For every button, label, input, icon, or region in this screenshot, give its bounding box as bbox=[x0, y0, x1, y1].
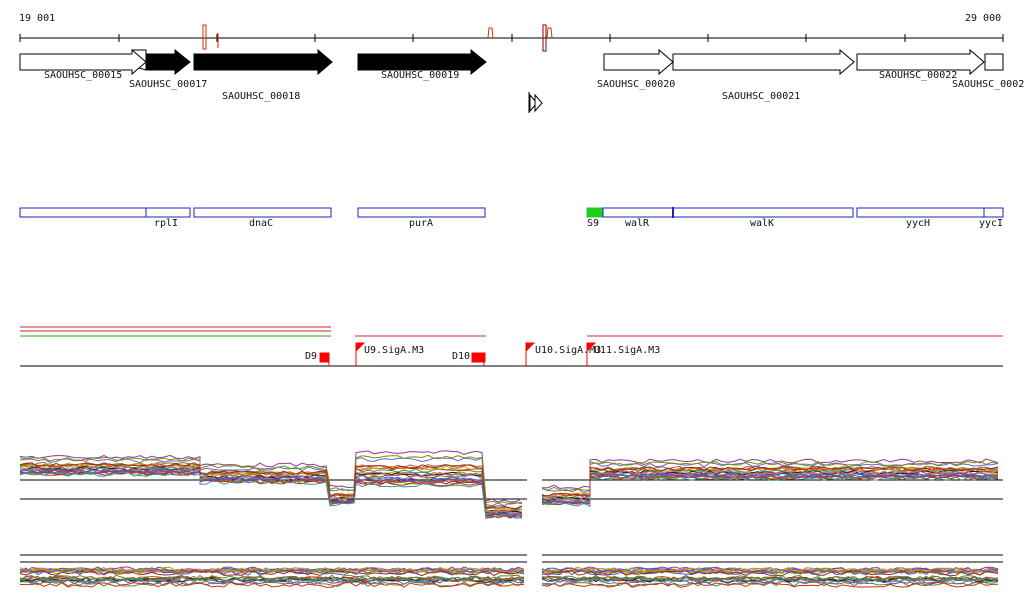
expression-profile-line bbox=[19, 457, 523, 507]
gene-SAOUHSC_00023 bbox=[984, 53, 1004, 71]
expression-profile-line bbox=[19, 469, 523, 517]
expression-profile-line bbox=[19, 574, 525, 581]
expression-profile-line bbox=[541, 460, 999, 492]
expression-profile-line bbox=[19, 450, 523, 503]
expression-profile-line bbox=[541, 473, 999, 505]
feature-box-left bbox=[19, 207, 191, 218]
promoter-label-D10[interactable]: D10 bbox=[452, 351, 471, 362]
expression-profile-line bbox=[541, 458, 999, 490]
feature-label-purA[interactable]: purA bbox=[409, 218, 434, 229]
gene-label-SAOUHSC_00017[interactable]: SAOUHSC_00017 bbox=[129, 79, 208, 90]
gene-label-SAOUHSC_00015[interactable]: SAOUHSC_00015 bbox=[44, 70, 123, 81]
expression-profile-line bbox=[19, 466, 523, 514]
feature-box-walK bbox=[672, 207, 854, 218]
expression-profile-line bbox=[541, 574, 999, 581]
promoter-flag-D10 bbox=[471, 352, 486, 363]
expression-profile-line bbox=[541, 470, 999, 501]
expression-profile-line bbox=[19, 466, 523, 514]
expression-profile-line bbox=[541, 578, 999, 586]
expression-profile-line bbox=[19, 470, 523, 519]
gene-label-SAOUHSC_00021[interactable]: SAOUHSC_00021 bbox=[722, 91, 801, 102]
feature-track[interactable] bbox=[19, 207, 1004, 218]
promoter-flag-U9 bbox=[355, 342, 366, 353]
promoter-label-U10[interactable]: U10.SigA.M3 bbox=[535, 345, 602, 356]
direction-marker-icon bbox=[528, 92, 543, 113]
expression-panel-upper bbox=[19, 450, 1003, 519]
expression-profile-line bbox=[541, 466, 999, 497]
transcript-track[interactable] bbox=[20, 326, 1003, 367]
expression-profile-line bbox=[19, 580, 525, 587]
coordinate-start: 19 001 bbox=[19, 13, 56, 24]
promoter-label-U9[interactable]: U9.SigA.M3 bbox=[364, 345, 425, 356]
feature-box-purA bbox=[357, 207, 486, 218]
expression-profile-line bbox=[541, 570, 999, 577]
ruler-signal-marks bbox=[202, 24, 553, 52]
gene-SAOUHSC_00018 bbox=[193, 48, 333, 76]
expression-profile-line bbox=[541, 576, 999, 583]
expression-profile-line bbox=[19, 462, 523, 511]
feature-label-dnaC[interactable]: dnaC bbox=[249, 218, 274, 229]
gene-SAOUHSC_00021 bbox=[672, 48, 855, 76]
gene-SAOUHSC_00019 bbox=[357, 48, 487, 76]
promoter-flags[interactable] bbox=[319, 342, 597, 366]
gene-track[interactable] bbox=[19, 48, 1004, 76]
coordinate-end: 29 000 bbox=[965, 13, 1002, 24]
promoter-flag-U11 bbox=[586, 342, 597, 353]
gene-SAOUHSC_00022 bbox=[856, 48, 985, 76]
gene-SAOUHSC_00015-arrow bbox=[19, 48, 147, 76]
expression-profile-line bbox=[19, 468, 523, 516]
gene-label-SAOUHSC_00019[interactable]: SAOUHSC_00019 bbox=[381, 70, 460, 81]
gene-label-SAOUHSC_00018[interactable]: SAOUHSC_00018 bbox=[222, 91, 301, 102]
feature-box-yyc bbox=[856, 207, 1004, 218]
expression-profile-line bbox=[541, 575, 999, 582]
feature-box-S9 bbox=[586, 207, 604, 218]
expression-profile-line bbox=[541, 475, 999, 508]
coordinate-ruler bbox=[19, 34, 1004, 42]
expression-profile-line bbox=[19, 570, 525, 577]
expression-profile-line bbox=[19, 566, 525, 573]
expression-profiles-lower bbox=[19, 566, 999, 588]
expression-profile-line bbox=[19, 566, 525, 573]
expression-profile-line bbox=[19, 471, 523, 519]
expression-profile-line bbox=[19, 581, 525, 588]
feature-box-dnaC bbox=[193, 207, 332, 218]
promoter-label-U11[interactable]: U11.SigA.M3 bbox=[594, 345, 661, 356]
feature-label-S9[interactable]: S9 bbox=[587, 218, 600, 229]
promoter-flag-U10 bbox=[525, 342, 536, 353]
expression-panel-lower bbox=[19, 554, 1003, 588]
expression-profile-line bbox=[19, 462, 523, 510]
expression-profile-line bbox=[541, 566, 999, 573]
feature-label-yycI[interactable]: yycI bbox=[979, 218, 1004, 229]
gene-label-SAOUHSC_00022[interactable]: SAOUHSC_00022 bbox=[879, 70, 958, 81]
expression-profile-line bbox=[19, 470, 523, 519]
expression-profile-line bbox=[19, 469, 523, 517]
gene-label-SAOUHSC_00023[interactable]: SAOUHSC_0002 bbox=[952, 79, 1024, 90]
promoter-label-D9[interactable]: D9 bbox=[305, 351, 318, 362]
promoter-flag-D9 bbox=[319, 352, 330, 363]
gene-label-SAOUHSC_00020[interactable]: SAOUHSC_00020 bbox=[597, 79, 676, 90]
feature-box-walR bbox=[602, 207, 674, 218]
feature-label-walR[interactable]: walR bbox=[625, 218, 650, 229]
gene-SAOUHSC_00020 bbox=[603, 48, 674, 76]
expression-profiles-upper bbox=[19, 450, 999, 519]
gene-SAOUHSC_00017 bbox=[145, 48, 191, 76]
expression-profile-line bbox=[541, 581, 999, 588]
feature-label-yycH[interactable]: yycH bbox=[906, 218, 931, 229]
expression-profile-line bbox=[19, 454, 523, 505]
feature-label-walK[interactable]: walK bbox=[750, 218, 775, 229]
feature-label-rplI[interactable]: rplI bbox=[154, 218, 179, 229]
